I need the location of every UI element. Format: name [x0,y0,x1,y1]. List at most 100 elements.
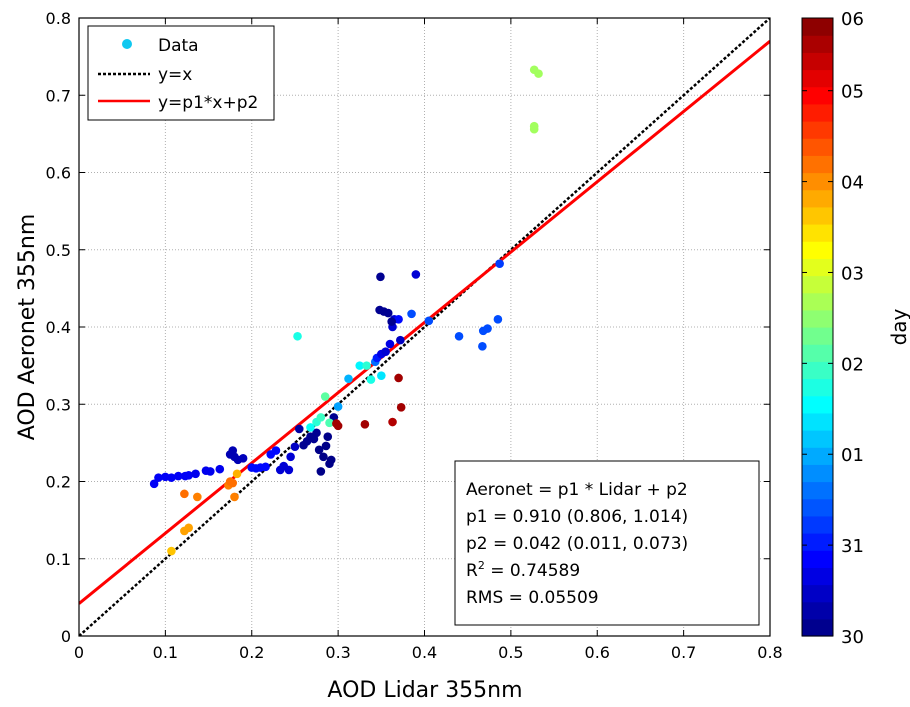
data-point [493,314,503,324]
data-point [316,467,326,476]
colorbar-segment [802,498,833,517]
data-point [383,308,393,318]
colorbar-segment [802,155,833,174]
colorbar-segment [802,35,833,53]
legend-identity-label: y=x [158,65,192,85]
data-point [381,347,390,357]
data-point [396,335,405,345]
data-point [376,272,385,282]
data-point [320,392,330,401]
data-point [394,314,403,324]
data-point [424,316,434,326]
data-point [205,467,215,476]
x-tick-label: 0.7 [671,643,696,662]
data-point [314,445,324,455]
colorbar-segment [802,515,833,534]
colorbar-tick-label: 06 [841,9,864,30]
colorbar-segment [802,189,833,208]
data-point [333,421,343,431]
colorbar-segment [802,533,833,551]
colorbar-segment [802,481,833,500]
colorbar-segment [802,361,833,380]
y-tick-label: 0.4 [46,318,71,337]
colorbar-label: day [887,308,910,345]
data-point [344,374,353,384]
colorbar [802,18,833,637]
x-tick-label: 0.6 [585,643,610,662]
colorbar-segment [802,327,833,345]
data-point [454,331,464,341]
data-point [411,270,421,279]
data-point [326,455,336,465]
data-point [167,546,176,556]
data-point [232,469,242,479]
x-tick-label: 0.1 [153,643,178,662]
y-tick-label: 0.2 [46,473,71,492]
data-points [149,65,543,556]
colorbar-segment [802,309,833,328]
identity-line [79,18,770,636]
colorbar-tick-label: 03 [841,263,864,284]
data-point [407,309,416,319]
colorbar-segment [802,18,833,36]
annotation-rms: RMS = 0.05509 [466,588,599,608]
data-point [319,452,328,462]
y-tick-label: 0.8 [46,9,71,28]
data-point [333,402,343,411]
colorbar-segment [802,292,833,311]
x-tick-label: 0.8 [757,643,782,662]
data-point [385,339,395,349]
colorbar-segment [802,567,833,586]
annotation-r2-symbol: R [466,561,478,581]
data-point [215,464,225,474]
data-point [167,473,176,482]
data-point [483,324,492,333]
data-point [323,432,333,441]
x-axis-label: AOD Lidar 355nm [327,678,522,703]
data-point [388,417,397,427]
colorbar-segment [802,258,833,277]
data-point [228,478,238,488]
colorbar-segment [802,138,833,156]
grid-lines [79,18,770,636]
data-point [316,413,326,422]
data-point [261,462,270,472]
data-point [180,489,189,499]
data-point [193,492,202,502]
data-point [529,124,539,134]
colorbar-frame [801,17,834,637]
x-tick-label: 0.2 [239,643,264,662]
data-point [366,375,376,384]
colorbar-tick-label: 02 [841,354,864,375]
colorbar-segment [802,378,833,397]
colorbar-tick-label: 05 [841,82,864,103]
data-point [154,473,163,482]
colorbar-segment [802,550,833,568]
legend-fit-label: y=p1*x+p2 [158,93,258,113]
y-tick-label: 0.7 [46,86,71,105]
colorbar-segment [802,601,833,620]
data-point [238,454,248,463]
colorbar-tick-label: 01 [841,445,864,466]
annotation-r2: R2 = 0.74589 [466,559,580,581]
colorbar-segment [802,344,833,362]
colorbar-segment [802,430,833,448]
colorbar-segment [802,241,833,259]
colorbar-tick-label: 31 [841,536,864,557]
data-point [387,317,396,326]
data-point [394,373,403,383]
data-point [478,342,487,351]
colorbar-segment [802,464,833,483]
y-tick-label: 0.1 [46,550,71,569]
data-point [293,331,302,341]
data-point [362,361,371,370]
y-tick-label: 0 [61,627,71,646]
data-point [377,371,386,380]
colorbar-tick-label: 30 [841,627,864,648]
colorbar-segment [802,584,833,603]
data-point [230,492,239,502]
data-point [355,361,365,370]
annotation-p1: p1 = 0.910 (0.806, 1.014) [466,507,688,527]
